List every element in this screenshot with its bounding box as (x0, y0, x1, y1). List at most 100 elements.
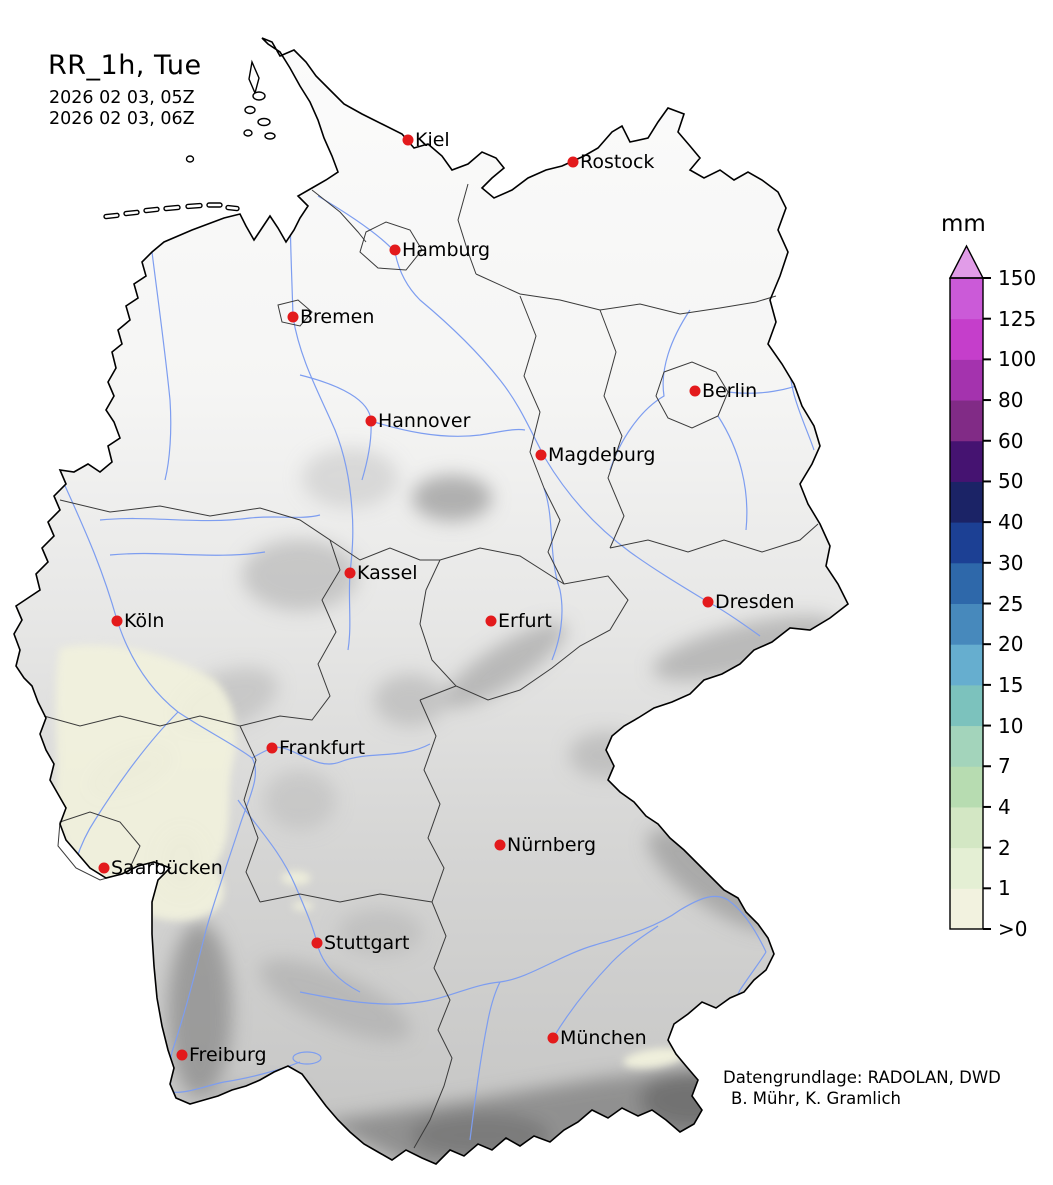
city-markers (98, 134, 714, 1061)
colorbar-segment-60-to-80 (950, 400, 983, 442)
colorbar-segment-10-to-15 (950, 684, 983, 727)
colorbar-tick-label-150: 150 (998, 266, 1037, 290)
colorbar-segment-1-to-2 (950, 847, 983, 889)
city-label-freiburg: Freiburg (189, 1044, 267, 1066)
colorbar-tick-label->0: >0 (998, 917, 1028, 941)
river-isar (552, 925, 659, 1039)
colorbar-tick-label-40: 40 (998, 510, 1024, 535)
city-label-magdeburg: Magdeburg (548, 444, 656, 466)
colorbar-segment-125-to-150 (950, 278, 983, 320)
city-label-köln: Köln (124, 610, 165, 632)
colorbar-tick-label-100: 100 (998, 347, 1037, 372)
precip-light-areas (55, 644, 685, 1068)
city-dot-berlin (689, 385, 701, 397)
map-title: RR_1h, Tue (48, 50, 202, 81)
city-label-hamburg: Hamburg (402, 239, 491, 261)
precip-patch-stuttgart (281, 871, 311, 885)
city-dot-münchen (547, 1032, 559, 1044)
islands (103, 59, 276, 220)
border-saarland (57, 811, 141, 881)
city-dot-hannover (365, 415, 377, 427)
river-lech (469, 981, 501, 1141)
city-dot-erfurt (485, 615, 497, 627)
colorbar-segment-40-to-50 (950, 481, 983, 523)
city-label-frankfurt: Frankfurt (279, 737, 366, 759)
colorbar-segment-100-to-125 (950, 318, 983, 360)
city-dot-magdeburg (535, 449, 547, 461)
river-ems (151, 251, 172, 481)
city-dot-frankfurt (266, 742, 278, 754)
colorbar-segment->0-to-1 (950, 888, 983, 930)
colorbar-segment-20-to-25 (950, 603, 983, 645)
colorbar-segment-7-to-10 (950, 725, 983, 767)
colorbar-tick-label-1: 1 (998, 876, 1011, 901)
colorbar-segment-80-to-100 (950, 359, 983, 401)
colorbar-segment-4-to-7 (950, 766, 983, 808)
valid-to: 2026 02 03, 06Z (49, 109, 195, 129)
colorbar-segment-15-to-20 (950, 644, 983, 686)
colorbar-tick-label-2: 2 (998, 835, 1011, 860)
colorbar-tick-label-30: 30 (998, 550, 1024, 575)
colorbar-segment-30-to-40 (950, 522, 983, 564)
city-dot-kiel (402, 134, 414, 146)
city-dot-stuttgart (311, 937, 323, 949)
colorbar-tick-label-60: 60 (998, 428, 1024, 453)
colorbar-tick-label-125: 125 (998, 306, 1037, 331)
river-mosel (75, 711, 179, 861)
city-label-saarbücken: Saarbücken (111, 857, 223, 879)
river-donau (299, 895, 767, 1005)
city-dot-freiburg (176, 1049, 188, 1061)
colorbar-tick-label-20: 20 (998, 632, 1024, 657)
city-dot-dresden (702, 596, 714, 608)
city-dot-hamburg (389, 244, 401, 256)
colorbar-tick-label-10: 10 (998, 713, 1024, 738)
city-dot-rostock (567, 156, 579, 168)
city-dot-bremen (287, 311, 299, 323)
border-hamburg (359, 221, 423, 271)
colorbar-tick-label-50: 50 (998, 469, 1024, 494)
city-dot-köln (111, 615, 123, 627)
colorbar-tick-label-4: 4 (998, 794, 1011, 819)
city-label-kassel: Kassel (357, 562, 418, 584)
river-main (251, 743, 431, 765)
colorbar-arrow (948, 244, 985, 279)
colorbar-segment-2-to-4 (950, 806, 983, 849)
river-saale (543, 487, 563, 661)
city-label-bremen: Bremen (300, 306, 375, 328)
city-dot-nürnberg (494, 839, 506, 851)
attribution-authors: B. Mühr, K. Gramlich (731, 1089, 901, 1108)
city-dot-saarbücken (98, 862, 110, 874)
city-label-kiel: Kiel (415, 129, 450, 151)
city-dot-kassel (344, 567, 356, 579)
precip-patch-west (55, 644, 237, 921)
city-label-nürnberg: Nürnberg (507, 834, 597, 856)
valid-from: 2026 02 03, 05Z (49, 88, 195, 108)
colorbar-tick-label-7: 7 (998, 754, 1011, 779)
city-label-stuttgart: Stuttgart (324, 932, 410, 954)
colorbar-unit-label: mm (941, 211, 986, 237)
border-bremen (277, 299, 313, 327)
border-bayern-west (413, 699, 453, 1149)
attribution-source: Datengrundlage: RADOLAN, DWD (723, 1068, 1001, 1087)
river-neckar (237, 799, 361, 993)
river-elbe (317, 195, 761, 637)
colorbar-segment-25-to-30 (950, 562, 983, 604)
precip-patch-muenchen-se (623, 1048, 685, 1068)
city-label-rostock: Rostock (580, 151, 655, 173)
border-thueringen (419, 547, 629, 701)
colorbar-tick-label-25: 25 (998, 591, 1024, 616)
harz-hills (412, 475, 492, 521)
city-label-hannover: Hannover (378, 410, 471, 432)
colorbar-tick-label-15: 15 (998, 672, 1024, 697)
city-label-erfurt: Erfurt (498, 610, 552, 632)
colorbar-segment-50-to-60 (950, 440, 983, 482)
city-label-münchen: München (560, 1027, 647, 1049)
germany-outline (13, 37, 850, 1165)
city-label-dresden: Dresden (715, 591, 795, 613)
colorbar-tick-label-80: 80 (998, 388, 1024, 413)
city-label-berlin: Berlin (702, 380, 758, 402)
state-borders (43, 183, 819, 1149)
border-berlin (655, 361, 729, 429)
